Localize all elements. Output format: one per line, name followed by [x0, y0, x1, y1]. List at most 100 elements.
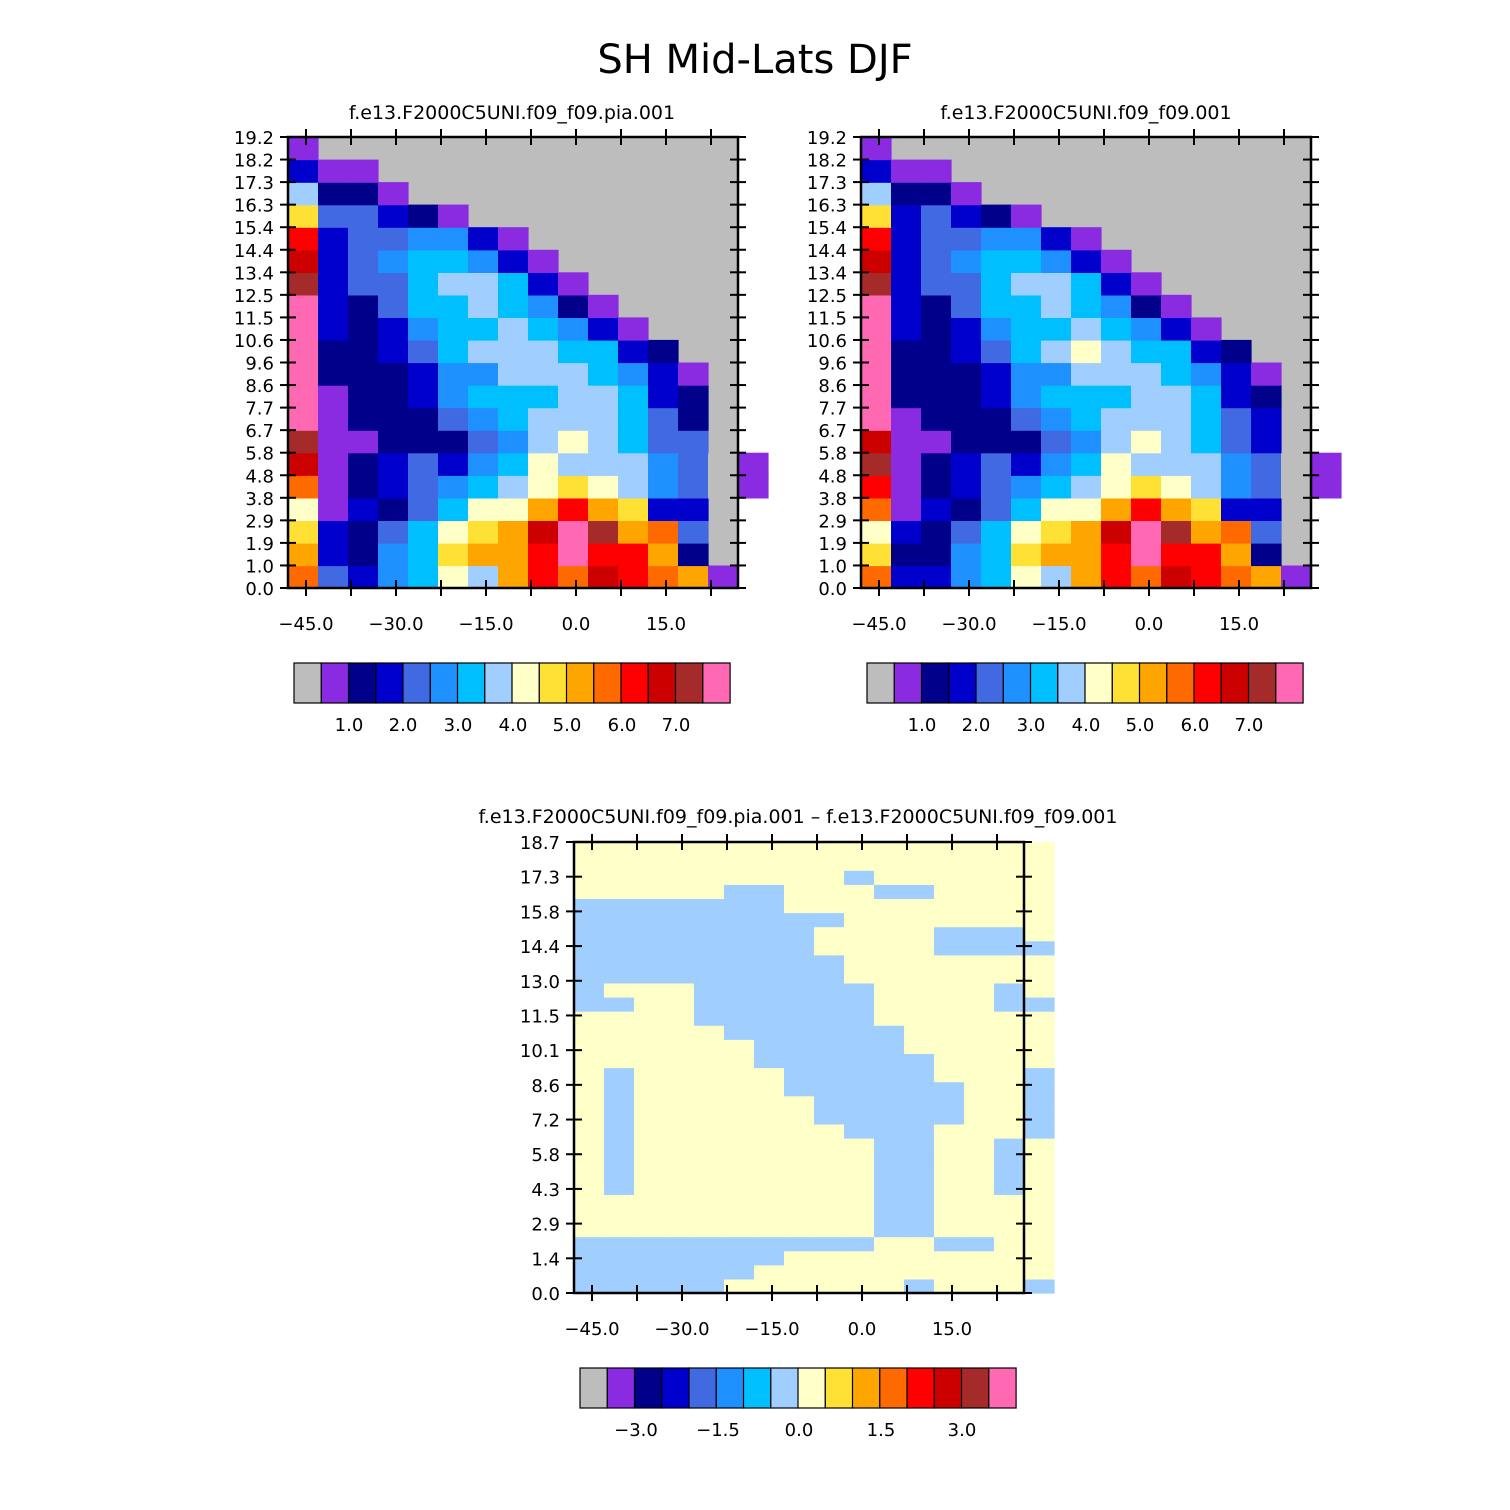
- heatmap-cell: [694, 1109, 725, 1125]
- heatmap-cell: [814, 1264, 845, 1280]
- heatmap-cell: [528, 430, 559, 454]
- heatmap-cell: [784, 1138, 815, 1153]
- heatmap-cell: [921, 204, 952, 228]
- heatmap-cell: [874, 1095, 905, 1111]
- heatmap-cell: [1024, 856, 1055, 871]
- heatmap-cell: [921, 385, 952, 409]
- heatmap-cell: [921, 339, 952, 364]
- heatmap-cell: [724, 912, 755, 928]
- heatmap-cell: [951, 497, 982, 521]
- heatmap-cell: [378, 385, 409, 409]
- heatmap-cell: [934, 1208, 965, 1224]
- heatmap-cell: [724, 982, 755, 998]
- heatmap-cell: [844, 898, 875, 914]
- heatmap-cell: [724, 898, 755, 914]
- heatmap-cell: [874, 1138, 905, 1153]
- heatmap-cell: [318, 385, 349, 409]
- colorbar-swatch: [1111, 662, 1141, 704]
- heatmap-cell: [964, 1264, 995, 1280]
- heatmap-cell: [318, 452, 349, 476]
- heatmap-cell: [664, 898, 695, 914]
- heatmap-cell: [844, 1011, 875, 1026]
- heatmap-cell: [861, 227, 892, 251]
- heatmap-cell: [754, 1194, 785, 1209]
- heatmap-cell: [951, 204, 982, 228]
- heatmap-cell: [1041, 227, 1072, 251]
- heatmap-cell: [844, 1208, 875, 1224]
- heatmap-cell: [1041, 317, 1072, 341]
- panel-subtitle: f.e13.F2000C5UNI.f09_f09.pia.001: [349, 102, 675, 124]
- heatmap-cell: [951, 182, 982, 206]
- heatmap-cell: [754, 842, 785, 857]
- heatmap-cell: [784, 1039, 815, 1054]
- heatmap-cell: [784, 1180, 815, 1195]
- heatmap-cell: [678, 407, 709, 431]
- heatmap-cell: [574, 1208, 605, 1224]
- heatmap-cell: [438, 475, 469, 499]
- heatmap-cell: [994, 842, 1025, 857]
- heatmap-cell: [498, 497, 529, 521]
- heatmap-cell: [678, 452, 709, 476]
- heatmap-cell: [1011, 430, 1042, 454]
- heatmap-cell: [558, 407, 589, 431]
- heatmap-cell: [604, 1011, 635, 1026]
- heatmap-cell: [1024, 842, 1055, 857]
- heatmap-cell: [844, 1278, 875, 1294]
- heatmap-cell: [844, 1095, 875, 1111]
- heatmap-cell: [318, 542, 349, 567]
- heatmap-cell: [754, 1067, 785, 1083]
- heatmap-cell: [981, 565, 1012, 589]
- heatmap-cell: [588, 430, 619, 454]
- heatmap-cell: [318, 520, 349, 544]
- heatmap-cell: [1251, 385, 1282, 409]
- heatmap-cell: [558, 520, 589, 544]
- heatmap-cell: [1011, 385, 1042, 409]
- heatmap-cell: [648, 565, 679, 589]
- colorbar-swatch: [402, 662, 431, 704]
- heatmap-cell: [408, 497, 439, 521]
- heatmap-cell: [468, 520, 499, 544]
- heatmap-cell: [408, 362, 439, 386]
- heatmap-cell: [754, 870, 785, 885]
- heatmap-cell: [934, 1039, 965, 1054]
- heatmap-cell: [604, 1222, 635, 1238]
- heatmap-cell: [618, 497, 649, 521]
- heatmap-cell: [648, 452, 679, 476]
- heatmap-cell: [754, 898, 785, 914]
- heatmap-cell: [588, 385, 619, 409]
- heatmap-cell: [994, 1194, 1025, 1209]
- heatmap-cell: [318, 227, 349, 251]
- heatmap-cell: [694, 1278, 725, 1294]
- heatmap-cell: [468, 294, 499, 318]
- heatmap-cell: [1071, 249, 1102, 273]
- heatmap-cell: [874, 1067, 905, 1083]
- heatmap-cell: [438, 452, 469, 476]
- heatmap-cell: [558, 475, 589, 499]
- heatmap-cell: [1041, 497, 1072, 521]
- heatmap-cell: [951, 542, 982, 567]
- heatmap-cell: [378, 407, 409, 431]
- heatmap-cell: [694, 982, 725, 998]
- heatmap-cell: [891, 272, 922, 296]
- heatmap-cell: [1041, 272, 1072, 296]
- heatmap-cell: [934, 926, 965, 942]
- heatmap-cell: [981, 204, 1012, 228]
- heatmap-cell: [1024, 1152, 1055, 1167]
- colorbar-swatch: [948, 662, 977, 704]
- heatmap-cell: [814, 1053, 845, 1069]
- heatmap-cell: [1251, 475, 1282, 499]
- heatmap-cell: [348, 182, 379, 206]
- heatmap-cell: [1024, 982, 1055, 998]
- heatmap-cell: [994, 926, 1025, 942]
- heatmap-cell: [921, 565, 952, 589]
- heatmap-cell: [604, 1250, 635, 1266]
- y-tick-label: 11.5: [807, 308, 847, 329]
- heatmap-cell: [874, 1278, 905, 1294]
- heatmap-cell: [724, 870, 755, 885]
- heatmap-cell: [754, 1264, 785, 1280]
- heatmap-cell: [784, 1095, 815, 1111]
- heatmap-cell: [634, 982, 665, 998]
- heatmap-cell: [724, 1025, 755, 1040]
- heatmap-cell: [934, 870, 965, 885]
- heatmap-cell: [1024, 1025, 1055, 1040]
